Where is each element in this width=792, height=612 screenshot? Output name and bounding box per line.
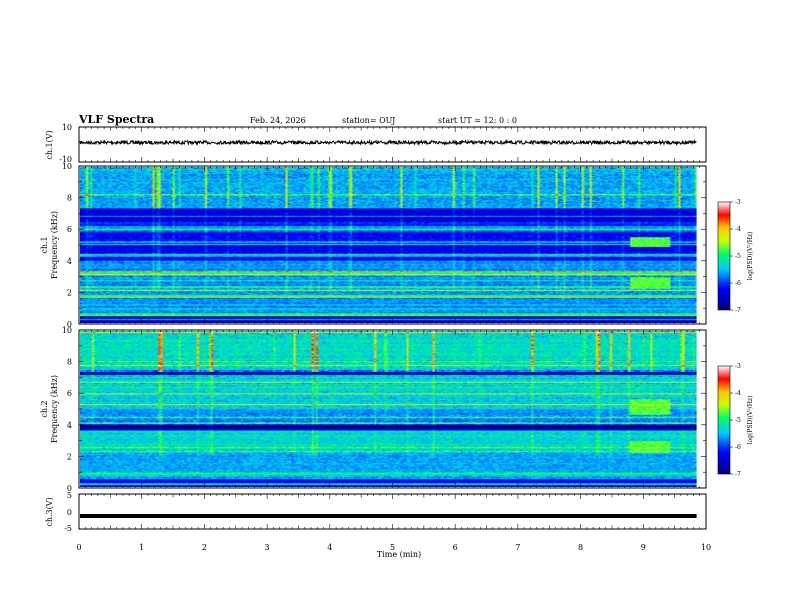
freq-tick-label: 2 <box>67 288 72 297</box>
ch2-colorbar-ticks: -3 -4 -5 -6 -7 <box>730 363 741 478</box>
freq-tick-label: 4 <box>67 257 72 266</box>
colorbar-tick-label: -4 <box>735 390 741 397</box>
x-axis-tick-labels: 0 1 2 3 4 5 6 7 8 9 10 <box>76 543 711 552</box>
ch1-waveform-frame <box>78 126 707 163</box>
freq-tick-label: 10 <box>62 326 72 335</box>
colorbar-tick-label: -6 <box>735 280 741 287</box>
x-tick-label: 6 <box>453 543 458 552</box>
date-label: Feb. 24, 2026 <box>250 116 306 125</box>
x-tick-label: 8 <box>578 543 583 552</box>
x-tick-label: 1 <box>139 543 144 552</box>
ch1-colorbar-ramp <box>717 201 731 311</box>
ch1-spectrogram-panel: 0 2 4 6 8 10 ch.1 Frequency (kHz) <box>40 162 707 329</box>
x-tick-label: 5 <box>390 543 395 552</box>
colorbar-tick-label: -4 <box>735 226 741 233</box>
ch1-ylabel: ch.1(V) <box>45 130 54 159</box>
ch3-ylabel: ch.3(V) <box>45 497 54 526</box>
colorbar-tick-label: -3 <box>735 199 741 206</box>
ch1-colorbar-ticks: -3 -4 -5 -6 -7 <box>730 199 741 314</box>
freq-tick-label: 8 <box>67 194 72 203</box>
freq-tick-label: 4 <box>67 421 72 430</box>
ch1-ytick-bottom: -10 <box>59 155 72 164</box>
x-tick-label: 7 <box>515 543 520 552</box>
freq-tick-label: 2 <box>67 452 72 461</box>
ch3-waveform-trace <box>80 514 697 518</box>
ch2-spectrogram-image <box>80 331 697 487</box>
ch2-colorbar-label: log(PSD)(V²/Hz) <box>747 396 754 445</box>
x-axis-label: Time (min) <box>377 550 421 559</box>
ch1-colorbar: -3 -4 -5 -6 -7 log(PSD)(V²/Hz) <box>717 199 754 314</box>
ch3-ytick-bottom: -5 <box>64 524 72 533</box>
start-time-label: start UT = 12: 0 : 0 <box>438 116 517 125</box>
freq-tick-label: 8 <box>67 358 72 367</box>
ch3-waveform-panel: 5 0 -5 ch.3(V) <box>45 491 707 533</box>
colorbar-tick-label: -7 <box>735 471 741 478</box>
ch1-spectrogram-image <box>80 167 697 323</box>
ch3-ytick-mid: 0 <box>67 508 72 517</box>
ch2-spec-ylabel-freq: Frequency (kHz) <box>50 375 59 443</box>
ch1-spec-ylabel-freq: Frequency (kHz) <box>50 211 59 279</box>
freq-tick-label: 0 <box>67 484 72 493</box>
ch1-waveform-panel: 10 -10 ch.1(V) <box>45 123 707 164</box>
freq-tick-label: 0 <box>67 320 72 329</box>
ch3-waveform-frame <box>78 493 707 530</box>
ch1-spec-yticks: 0 2 4 6 8 10 <box>62 162 706 329</box>
freq-tick-label: 6 <box>67 389 72 398</box>
ch1-waveform-trace <box>79 138 697 147</box>
x-tick-label: 9 <box>641 543 646 552</box>
colorbar-tick-label: -3 <box>735 363 741 370</box>
ch1-spec-ylabel-ch: ch.1 <box>40 236 49 253</box>
ch2-spec-ylabel-ch: ch.2 <box>40 400 49 417</box>
colorbar-tick-label: -5 <box>735 417 741 424</box>
ch2-colorbar: -3 -4 -5 -6 -7 log(PSD)(V²/Hz) <box>717 363 754 478</box>
ch2-spec-yticks: 0 2 4 6 8 10 <box>62 326 706 493</box>
colorbar-tick-label: -6 <box>735 444 741 451</box>
x-tick-label: 10 <box>701 543 711 552</box>
ch2-spectrogram-panel: 0 2 4 6 8 10 ch.2 Frequency (kHz) <box>40 326 707 493</box>
x-tick-label: 3 <box>265 543 270 552</box>
x-tick-label: 0 <box>76 543 81 552</box>
colorbar-tick-label: -5 <box>735 253 741 260</box>
ch1-colorbar-label: log(PSD)(V²/Hz) <box>747 232 754 281</box>
freq-tick-label: 6 <box>67 225 72 234</box>
ch1-ytick-top: 10 <box>62 123 72 132</box>
freq-tick-label: 10 <box>62 162 72 171</box>
x-tick-label: 4 <box>327 543 332 552</box>
colorbar-tick-label: -7 <box>735 307 741 314</box>
station-label: station= OUJ <box>342 116 395 125</box>
x-axis-ticks <box>78 127 707 529</box>
figure-title: VLF Spectra <box>78 113 154 126</box>
ch2-colorbar-ramp <box>717 365 731 475</box>
x-tick-label: 2 <box>202 543 207 552</box>
ch3-ytick-top: 5 <box>67 491 72 500</box>
